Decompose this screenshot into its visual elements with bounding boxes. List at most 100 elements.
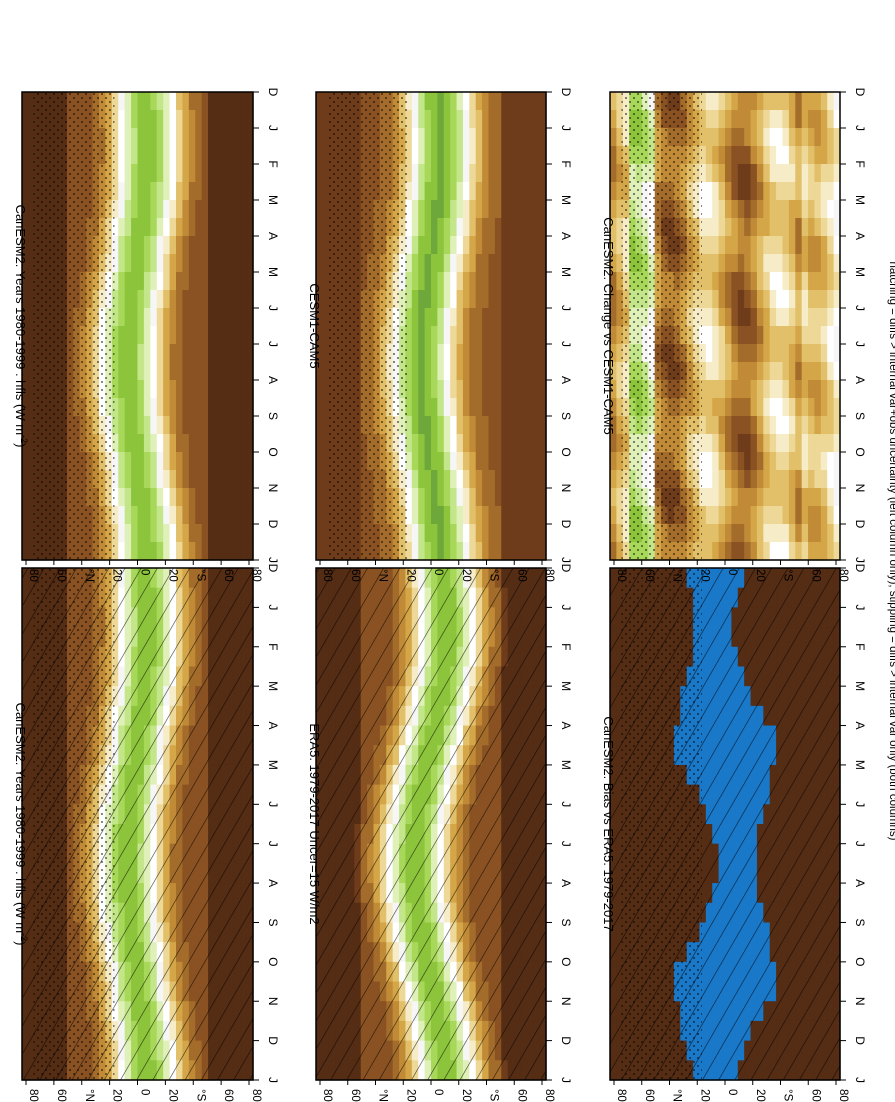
heatmap-cell [118, 524, 126, 543]
latitude-tick-label: 60 [515, 1089, 527, 1102]
heatmap-cell [405, 362, 413, 381]
heatmap-cell [188, 398, 196, 417]
latitude-tick-label: 60 [515, 569, 527, 582]
heatmap-cell [111, 380, 119, 399]
latitude-tick-label: 20 [698, 1089, 710, 1102]
heatmap-cell [240, 416, 248, 435]
heatmap-cell [220, 182, 228, 201]
heatmap-cell [188, 200, 196, 219]
heatmap-cell [163, 254, 171, 273]
heatmap-cell [437, 434, 445, 453]
heatmap-cell [156, 110, 164, 129]
heatmap-cell [28, 362, 36, 381]
heatmap-cell [756, 92, 764, 111]
heatmap-cell [143, 182, 151, 201]
heatmap-cell [431, 452, 438, 471]
heatmap-cell [176, 164, 184, 183]
heatmap-cell [220, 128, 228, 147]
heatmap-cell [118, 164, 126, 183]
heatmap-cell [195, 542, 203, 561]
heatmap-cell [475, 344, 483, 363]
heatmap-cell [533, 254, 541, 273]
heatmap-cell [220, 452, 228, 471]
heatmap-cell [475, 128, 483, 147]
heatmap-cell [424, 434, 432, 453]
latitude-tick-label: 0 [139, 569, 151, 575]
heatmap-cell [501, 164, 509, 183]
heatmap-cell [118, 344, 126, 363]
heatmap-cell [494, 164, 502, 183]
heatmap-cell [418, 434, 426, 453]
heatmap-cell [462, 398, 470, 417]
heatmap-cell [507, 524, 515, 543]
heatmap-cell [456, 380, 464, 399]
panel-title: CanESM2: Years 1980-1999 : hfls (W m-2) [13, 205, 29, 448]
heatmap-cell [494, 182, 502, 201]
heatmap-cell [482, 380, 490, 399]
heatmap-cell [143, 542, 151, 561]
heatmap-cell [137, 542, 145, 561]
heatmap-cell [526, 254, 534, 273]
heatmap-cell [494, 506, 502, 525]
heatmap-cell [424, 272, 432, 291]
heatmap-cell [156, 200, 164, 219]
heatmap-cell [501, 398, 509, 417]
heatmap-cell [137, 218, 145, 237]
heatmap-cell [137, 164, 145, 183]
heatmap-cell [533, 524, 541, 543]
heatmap-cell [233, 542, 241, 561]
heatmap-cell [176, 182, 184, 201]
heatmap-cell [143, 506, 151, 525]
heatmap-cell [539, 308, 547, 327]
heatmap-cell [208, 524, 216, 543]
heatmap-cell [507, 380, 515, 399]
heatmap-cell [539, 110, 547, 129]
heatmap-cell [482, 524, 490, 543]
heatmap-cell [507, 326, 515, 345]
heatmap-cell [201, 524, 209, 543]
heatmap-cell [176, 398, 184, 417]
heatmap-cell [520, 380, 528, 399]
heatmap-cell [418, 326, 426, 345]
heatmap-cell [131, 506, 139, 525]
heatmap-cell [437, 110, 445, 129]
heatmap-cell [182, 92, 190, 111]
heatmap-cell [526, 416, 534, 435]
heatmap-cell [418, 164, 426, 183]
heatmap-cell [475, 488, 483, 507]
heatmap-cell [494, 272, 502, 291]
heatmap-cell [208, 308, 216, 327]
heatmap-cell [494, 398, 502, 417]
heatmap-cell [322, 380, 330, 399]
latitude-tick-label: 60 [55, 569, 67, 582]
heatmap-cell [111, 200, 119, 219]
heatmap-cell [22, 182, 30, 201]
heatmap-cell [233, 110, 241, 129]
heatmap-cell [163, 272, 171, 291]
heatmap-cell [240, 200, 248, 219]
heatmap-cell [405, 128, 413, 147]
latitude-tick-label: °N [377, 569, 389, 582]
heatmap-cell [124, 398, 132, 417]
month-tick-label: F [559, 643, 573, 650]
heatmap-cell [182, 452, 190, 471]
heatmap-cell [475, 416, 483, 435]
heatmap-cell [233, 452, 241, 471]
heatmap-cell [322, 488, 330, 507]
heatmap-cell [475, 362, 483, 381]
heatmap-cell [322, 452, 330, 471]
heatmap-cell [28, 308, 36, 327]
heatmap-cell [163, 452, 171, 471]
heatmap-cell [131, 182, 139, 201]
heatmap-cell [240, 506, 248, 525]
heatmap-cell [143, 326, 151, 345]
heatmap-cell [431, 182, 438, 201]
heatmap-cell [176, 272, 184, 291]
heatmap-cell [246, 326, 254, 345]
heatmap-cell [169, 236, 177, 255]
heatmap-cell [143, 110, 151, 129]
heatmap-cell [610, 92, 617, 111]
heatmap-cell [494, 290, 502, 309]
latitude-tick-label: °S [488, 569, 500, 582]
